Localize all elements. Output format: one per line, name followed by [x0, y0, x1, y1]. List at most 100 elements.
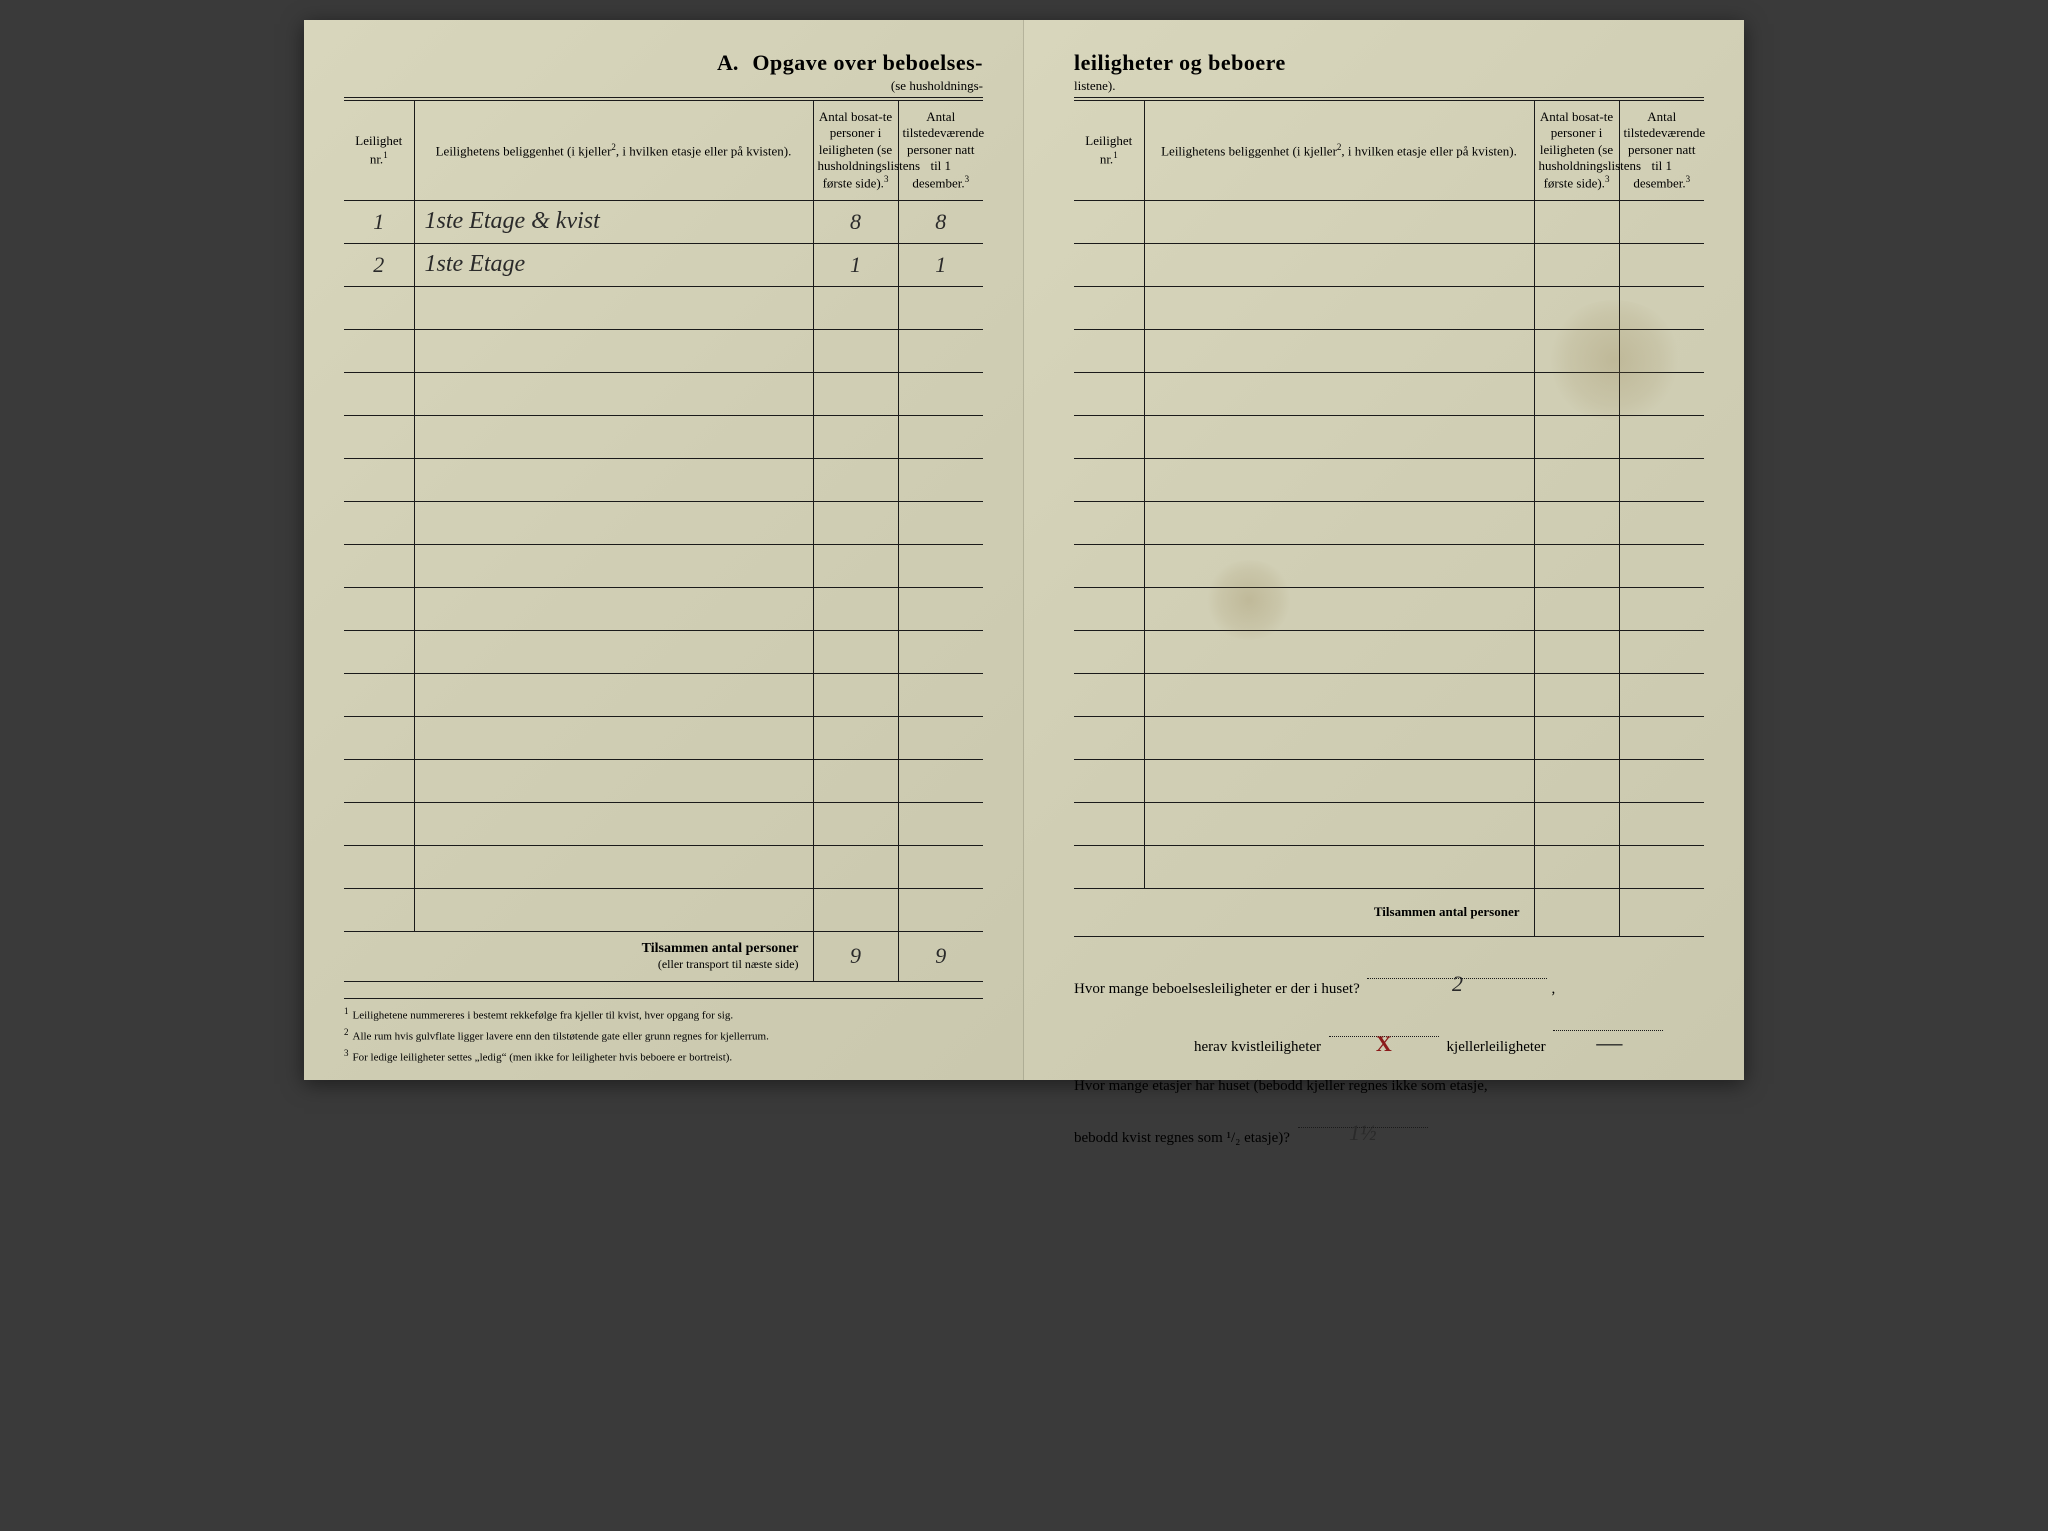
cell-location: [414, 673, 813, 716]
cell-n1: 8: [813, 200, 898, 243]
table-row: [1074, 372, 1704, 415]
answer-cellar: —: [1553, 1009, 1663, 1031]
cell-n2: 8: [898, 200, 983, 243]
footnote: 3For ledige leiligheter settes „ledig“ (…: [344, 1047, 983, 1066]
cell-n2: [1619, 200, 1704, 243]
col-header-resident-count: Antal bosat-te personer i leiligheten (s…: [1534, 101, 1619, 200]
cell-location: [1144, 587, 1534, 630]
cell-n1: [1534, 501, 1619, 544]
cell-n1: 1: [813, 243, 898, 286]
table-row: [1074, 329, 1704, 372]
table-row: [344, 630, 983, 673]
cell-nr: [344, 716, 414, 759]
subtitle-left: (se husholdnings-: [344, 78, 983, 94]
cell-n2: [1619, 415, 1704, 458]
cell-n1: [813, 716, 898, 759]
cell-location: [414, 630, 813, 673]
table-row: 21ste Etage11: [344, 243, 983, 286]
cell-location: [414, 501, 813, 544]
table-row: [344, 544, 983, 587]
section-letter: A.: [717, 50, 738, 76]
cell-nr: [1074, 845, 1144, 888]
cell-nr: [344, 329, 414, 372]
cell-n1: [1534, 415, 1619, 458]
cell-n2: [1619, 243, 1704, 286]
cell-nr: [344, 458, 414, 501]
cell-n2: [898, 501, 983, 544]
cell-n2: [1619, 716, 1704, 759]
cell-location: [414, 587, 813, 630]
cell-n2: [1619, 286, 1704, 329]
cell-n1: [813, 673, 898, 716]
cell-nr: [344, 286, 414, 329]
cell-nr: [344, 372, 414, 415]
cell-n1: [1534, 200, 1619, 243]
cell-nr: [1074, 458, 1144, 501]
cell-n1: [1534, 630, 1619, 673]
census-table-left: Leilighet nr.1 Leilighetens beliggenhet …: [344, 101, 983, 982]
cell-n1: [813, 286, 898, 329]
cell-n2: [1619, 802, 1704, 845]
title-left: Opgave over beboelses-: [752, 50, 983, 76]
table-row: [1074, 673, 1704, 716]
cell-nr: [1074, 286, 1144, 329]
cell-location: [1144, 845, 1534, 888]
cell-nr: [344, 759, 414, 802]
totals-label: Tilsammen antal personer (eller transpor…: [344, 931, 813, 981]
cell-location: [1144, 673, 1534, 716]
table-row: [344, 286, 983, 329]
cell-n2: [1619, 329, 1704, 372]
cell-n1: [1534, 286, 1619, 329]
cell-location: [1144, 200, 1534, 243]
cell-n2: [898, 587, 983, 630]
title-row-right: leiligheter og beboere: [1074, 50, 1704, 76]
table-row: [1074, 544, 1704, 587]
cell-location: [414, 329, 813, 372]
cell-n2: [898, 630, 983, 673]
footnotes: 1Leilighetene nummereres i bestemt rekke…: [344, 998, 983, 1066]
cell-n2: [898, 716, 983, 759]
cell-location: [414, 458, 813, 501]
cell-n2: [898, 544, 983, 587]
census-table-right: Leilighet nr.1 Leilighetens beliggenhet …: [1074, 101, 1704, 937]
col-header-nr: Leilighet nr.1: [1074, 101, 1144, 200]
cell-nr: [344, 415, 414, 458]
cell-n2: [898, 759, 983, 802]
table-row: [1074, 286, 1704, 329]
table-row: [1074, 845, 1704, 888]
cell-n1: [1534, 759, 1619, 802]
col-header-nr: Leilighet nr.1: [344, 101, 414, 200]
table-body-left: 11ste Etage & kvist8821ste Etage11: [344, 200, 983, 931]
cell-nr: [344, 673, 414, 716]
cell-n1: [1534, 243, 1619, 286]
table-row: [344, 759, 983, 802]
cell-nr: [1074, 415, 1144, 458]
question-3a: Hvor mange etasjer har huset (bebodd kje…: [1074, 1067, 1704, 1106]
col-header-location: Leilighetens beliggenhet (i kjeller2, i …: [414, 101, 813, 200]
page-right: leiligheter og beboere listene). Leiligh…: [1024, 20, 1744, 1080]
answer-floors: 1½: [1298, 1106, 1428, 1128]
cell-n2: [898, 329, 983, 372]
cell-n1: [813, 415, 898, 458]
document-spread: A. Opgave over beboelses- (se husholdnin…: [304, 20, 1744, 1080]
cell-location: [414, 544, 813, 587]
cell-nr: [344, 501, 414, 544]
cell-location: [1144, 286, 1534, 329]
cell-nr: [344, 544, 414, 587]
cell-n1: [813, 372, 898, 415]
cell-nr: [1074, 544, 1144, 587]
table-row: [1074, 759, 1704, 802]
totals-row-right: Tilsammen antal personer: [1074, 888, 1704, 936]
cell-n2: [898, 673, 983, 716]
cell-n1: [813, 544, 898, 587]
cell-nr: [1074, 200, 1144, 243]
answer-dwellings: 2: [1367, 957, 1547, 979]
answer-attic: X: [1329, 1015, 1439, 1037]
questions-block: Hvor mange beboelsesleiligheter er der i…: [1074, 957, 1704, 1158]
table-row: [1074, 243, 1704, 286]
cell-location: [414, 286, 813, 329]
cell-nr: 1: [344, 200, 414, 243]
table-row: [1074, 587, 1704, 630]
table-row: [344, 888, 983, 931]
cell-n1: [813, 759, 898, 802]
